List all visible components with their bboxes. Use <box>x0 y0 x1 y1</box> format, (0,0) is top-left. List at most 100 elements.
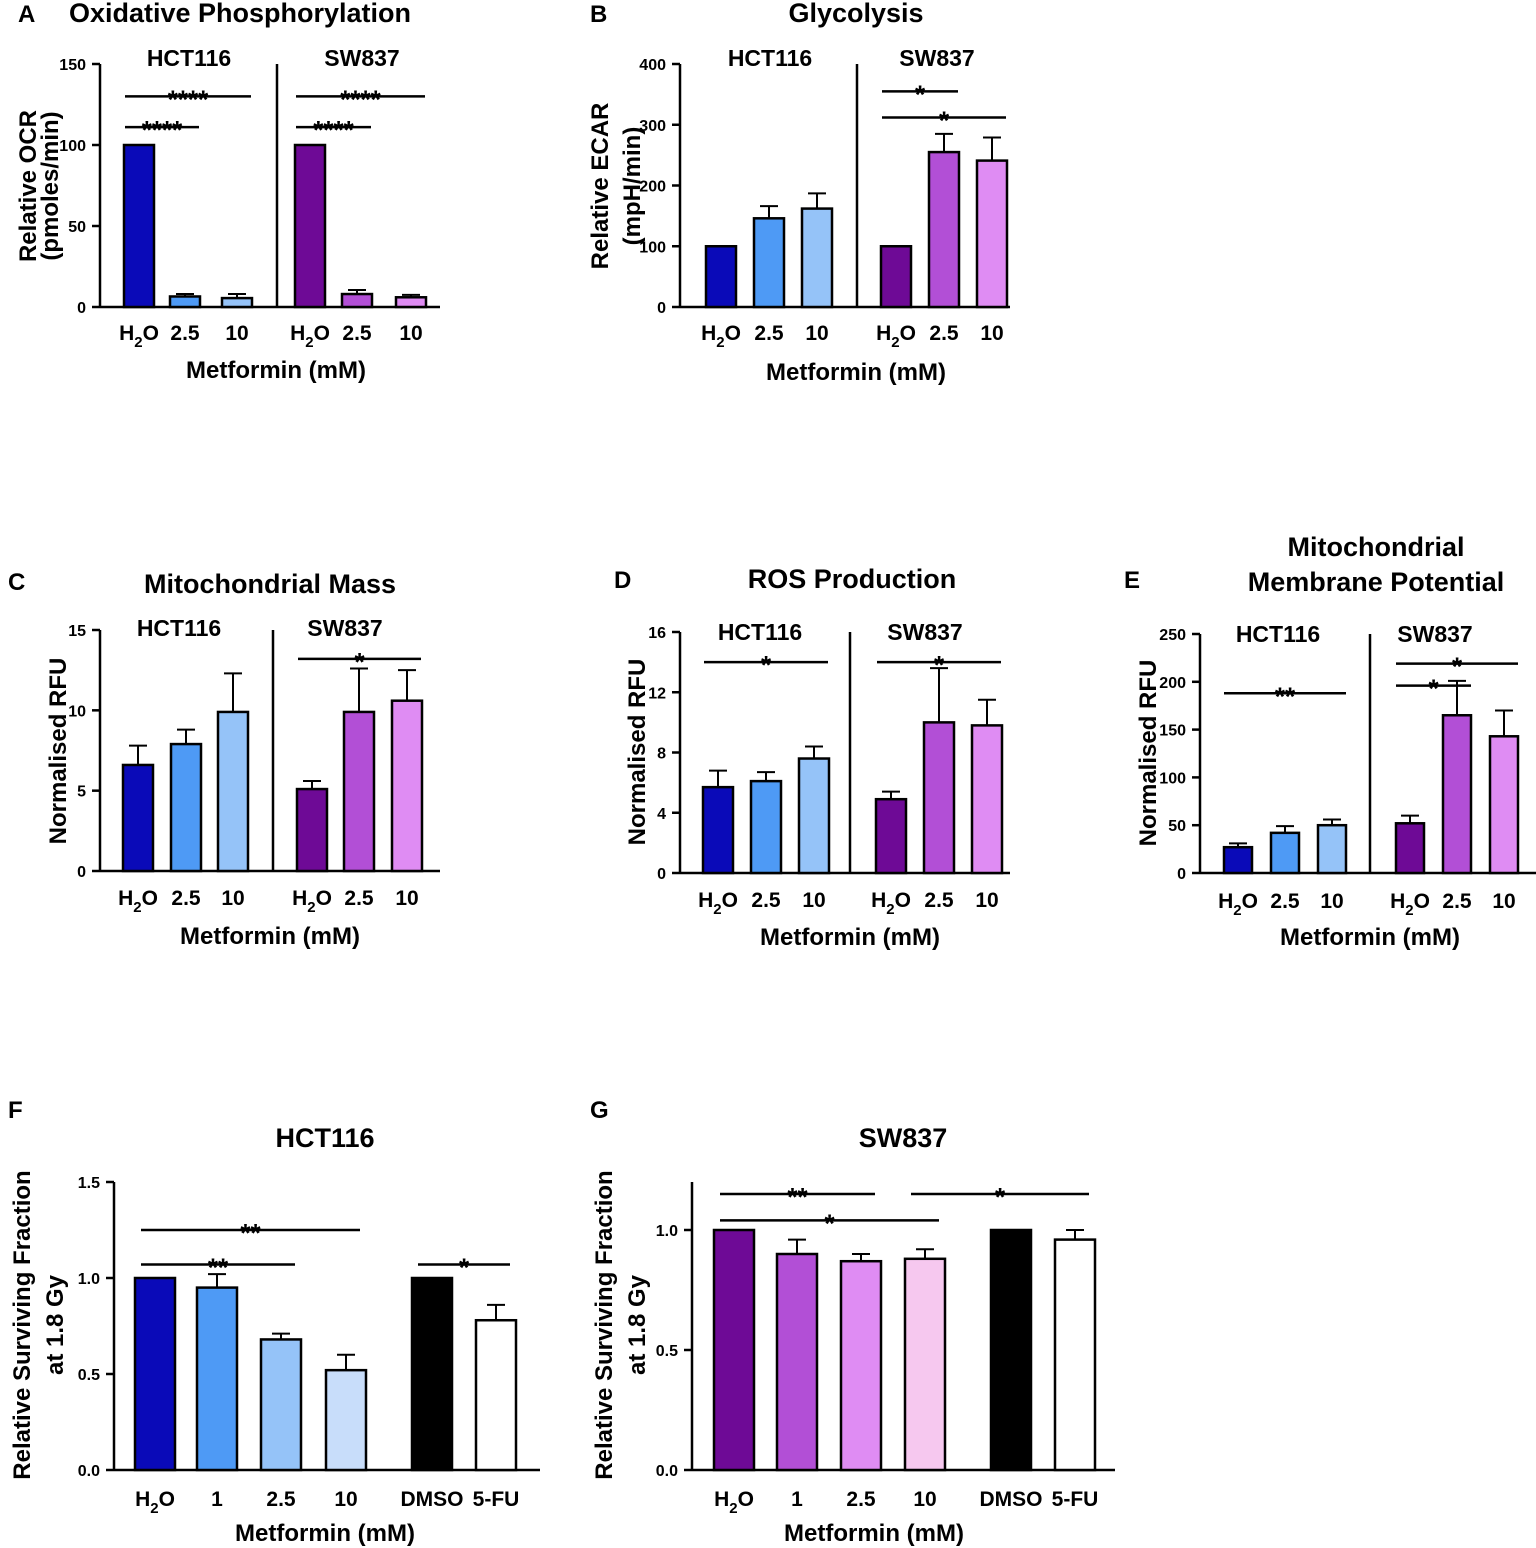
significance-label: ** <box>787 1182 808 1212</box>
x-tick-label: H2O <box>701 322 741 351</box>
x-tick-label: 10 <box>980 322 1003 345</box>
y-axis-label: Normalised RFU <box>45 658 72 845</box>
x-tick-label: DMSO <box>401 1488 464 1511</box>
chart-title: ROS Production <box>748 564 957 594</box>
y-tick-label: 5 <box>77 784 86 801</box>
significance-label: * <box>354 647 365 677</box>
group-label: SW837 <box>307 615 382 641</box>
bar <box>1269 831 1301 875</box>
bar <box>169 742 203 873</box>
bar <box>839 1259 883 1472</box>
bar <box>800 207 834 309</box>
bar <box>749 779 783 875</box>
x-tick-label: H2O <box>876 322 916 351</box>
bar <box>295 787 329 873</box>
x-axis-label: Metformin (mM) <box>235 1520 415 1547</box>
y-tick-label: 0 <box>77 864 86 881</box>
x-tick-label: H2O <box>292 887 332 916</box>
y-tick-label: 200 <box>1159 675 1186 692</box>
y-axis-label: Normalised RFU <box>1135 660 1162 847</box>
bar <box>121 763 155 873</box>
significance-label: ** <box>240 1218 261 1248</box>
y-axis-label: (mpH/min) <box>619 127 646 246</box>
panel-letter: G <box>590 1097 609 1124</box>
bar <box>259 1338 303 1472</box>
bar <box>394 296 428 309</box>
group-label: HCT116 <box>718 619 802 645</box>
x-tick-label: 10 <box>399 322 422 345</box>
y-axis-label: Relative OCR <box>15 110 42 262</box>
bar <box>324 1368 368 1472</box>
panel-letter: D <box>614 567 631 594</box>
x-tick-label: H2O <box>871 889 911 918</box>
bar <box>410 1276 454 1472</box>
significance-label: ** <box>1275 681 1296 711</box>
y-axis-label: Relative Surviving Fraction <box>591 1170 618 1479</box>
x-tick-label: 10 <box>975 889 998 912</box>
x-tick-label: 10 <box>802 889 825 912</box>
chart-title: Oxidative Phosphorylation <box>69 0 411 28</box>
bar <box>704 245 738 309</box>
x-tick-label: 2.5 <box>751 889 781 912</box>
significance-label: * <box>934 650 945 680</box>
y-tick-label: 16 <box>648 625 666 642</box>
x-axis-label: Metformin (mM) <box>180 923 360 950</box>
panel-b: B Glycolysis 0 100 200 300 400 Relative ECAR (mp… <box>587 0 1010 386</box>
y-tick-label: 400 <box>639 57 666 74</box>
x-tick-label: 10 <box>221 887 244 910</box>
bar <box>1316 823 1348 875</box>
x-tick-label: 10 <box>334 1488 357 1511</box>
y-tick-label: 0 <box>77 300 86 317</box>
group-label: SW837 <box>899 45 974 71</box>
group-label: HCT116 <box>1236 621 1320 647</box>
bar <box>342 710 376 873</box>
bar <box>474 1318 518 1472</box>
group-label: SW837 <box>324 45 399 71</box>
x-tick-label: H2O <box>1218 890 1258 919</box>
y-axis-label: at 1.8 Gy <box>624 1274 651 1375</box>
significance-label: * <box>939 105 950 135</box>
significance-label: * <box>1452 652 1463 682</box>
x-tick-label: 10 <box>913 1488 936 1511</box>
y-tick-label: 8 <box>657 746 666 763</box>
bar <box>390 699 424 873</box>
chart-title: Mitochondrial <box>1288 532 1465 562</box>
x-axis-label: Metformin (mM) <box>766 359 946 386</box>
bar <box>903 1257 947 1472</box>
significance-label: **** <box>313 115 354 145</box>
x-tick-label: 2.5 <box>1442 890 1472 913</box>
x-tick-label: 2.5 <box>929 322 959 345</box>
significance-label: **** <box>340 84 381 114</box>
y-tick-label: 300 <box>639 118 666 135</box>
x-tick-label: 2.5 <box>342 322 372 345</box>
y-tick-label: 150 <box>59 57 86 74</box>
panel-letter: E <box>1124 567 1140 594</box>
bar <box>975 159 1009 309</box>
panel-e: E Mitochondrial Membrane Potential 0 50 100 15… <box>1124 532 1536 951</box>
panel-c: C Mitochondrial Mass 0 5 10 15 Normalised RFU H… <box>8 569 440 950</box>
x-tick-label: 10 <box>395 887 418 910</box>
bar <box>216 710 250 873</box>
y-tick-label: 150 <box>1159 723 1186 740</box>
chart-title: Mitochondrial Mass <box>144 569 396 599</box>
y-tick-label: 0 <box>657 866 666 883</box>
panel-d: D ROS Production 0 4 8 12 16 Normalised RFU HCT1… <box>614 564 1010 951</box>
x-tick-label: 2.5 <box>754 322 784 345</box>
x-tick-label: H2O <box>119 322 159 351</box>
chart-title: SW837 <box>859 1123 948 1153</box>
y-axis-label: Relative ECAR <box>587 103 614 270</box>
bar <box>122 143 156 309</box>
bar <box>1488 735 1520 875</box>
significance-label: * <box>915 79 926 109</box>
bar <box>922 721 956 875</box>
y-tick-label: 250 <box>1159 627 1186 644</box>
significance-label: * <box>761 650 772 680</box>
bar <box>701 785 735 875</box>
x-tick-label: H2O <box>714 1488 754 1517</box>
x-tick-label: H2O <box>290 322 330 351</box>
significance-label: **** <box>142 115 183 145</box>
bar <box>775 1252 819 1472</box>
y-tick-label: 1.5 <box>78 1175 100 1192</box>
bar <box>712 1228 756 1472</box>
